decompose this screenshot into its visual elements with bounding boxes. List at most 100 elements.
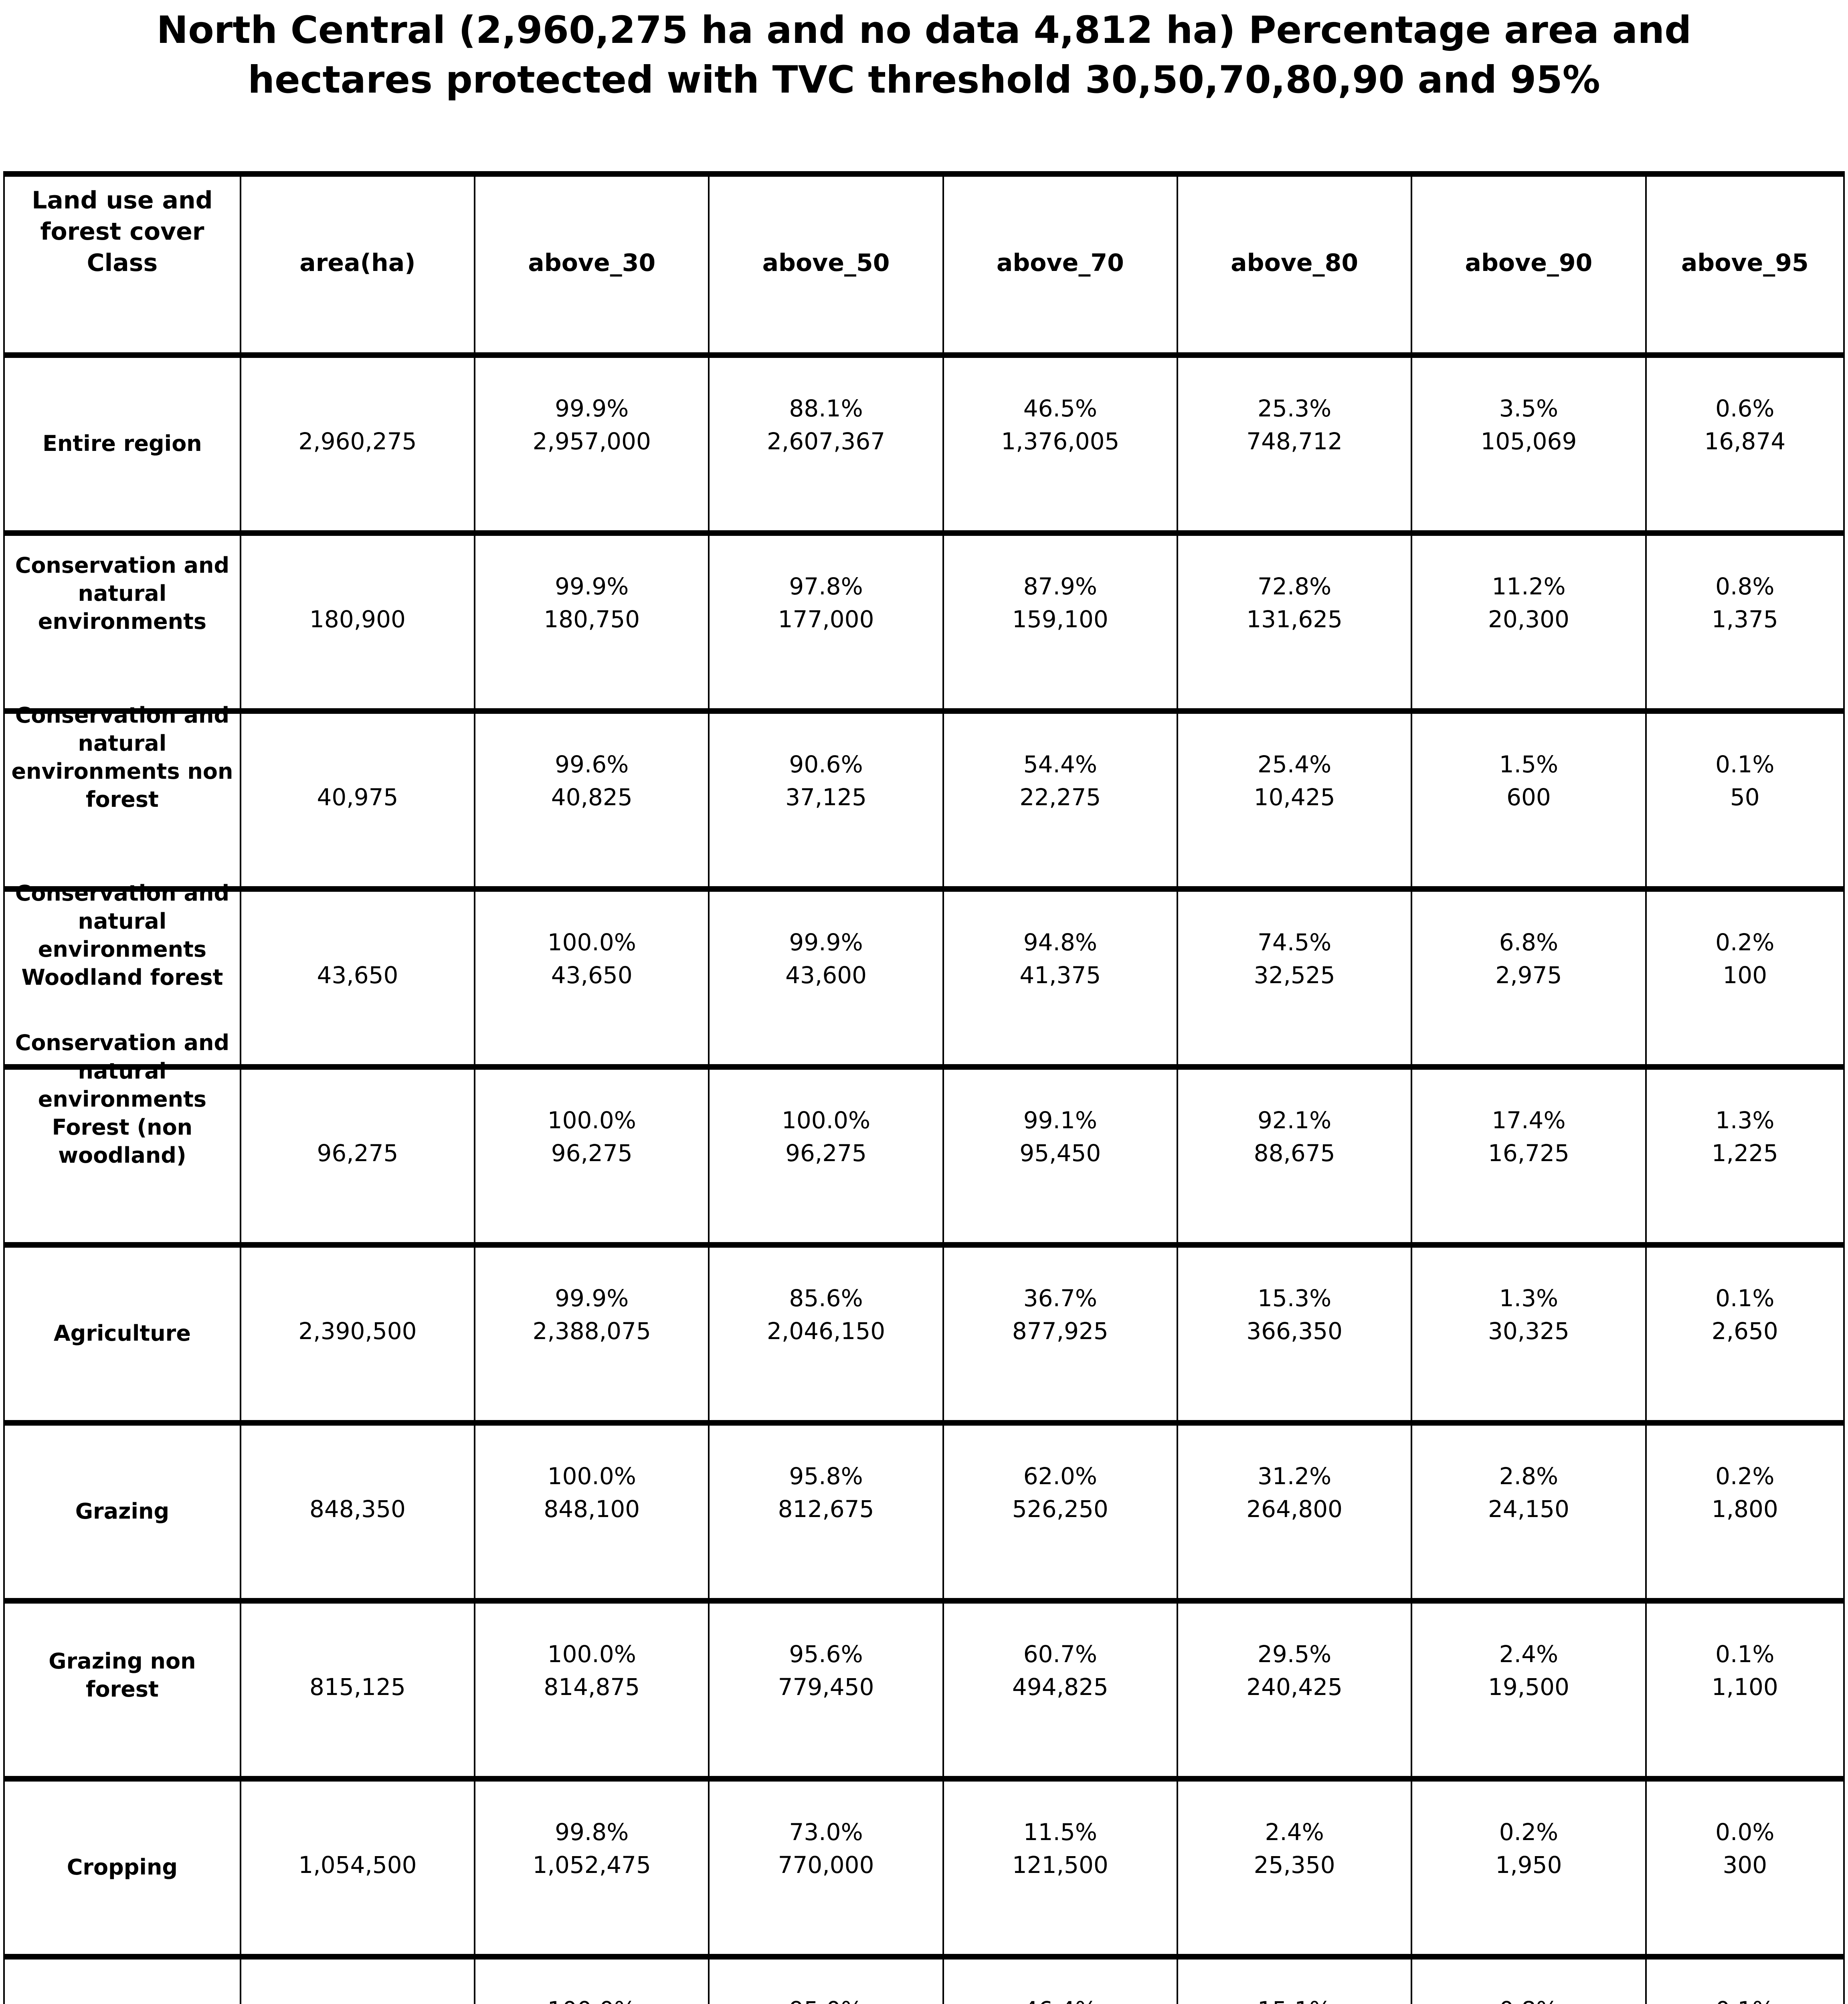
cell-value: 100.0% 848,100 (544, 1462, 640, 1523)
table-row: Agriculture 2,390,500 99.9% 2,388,075 85.… (4, 1245, 1844, 1423)
cell-value: 0.1% 2,650 (1711, 1284, 1778, 1345)
data-cell: 100.0% 96,275 (474, 1067, 709, 1245)
data-cell: 72.8% 131,625 (1176, 533, 1412, 711)
cell-value: 0.2% 100 (1715, 928, 1775, 989)
column-header-label: above_90 (1465, 249, 1593, 277)
data-cell: 3.5% 105,069 (1411, 355, 1646, 533)
data-cell: 1.3% 1,225 (1645, 1067, 1844, 1245)
cell-value: 99.9% 180,750 (544, 572, 640, 633)
cell-value: 99.9% 43,600 (785, 928, 867, 989)
cell-value: 72.8% 131,625 (1246, 572, 1343, 633)
cell-value: 6.8% 2,975 (1495, 928, 1562, 989)
cell-value: 99.8% 1,052,475 (532, 1818, 651, 1879)
data-cell: 25.3% 748,712 (1176, 355, 1412, 533)
row-area-value: 40,975 (317, 784, 398, 811)
row-label-cell: Irrigation (4, 1957, 241, 2004)
row-area-value: 848,350 (309, 1495, 406, 1523)
data-cell: 99.9% 2,388,075 (474, 1245, 709, 1423)
row-label: Conservation and natural environments Fo… (15, 1030, 230, 1168)
data-cell: 1.5% 600 (1411, 711, 1646, 889)
data-cell: 0.2% 1,800 (1645, 1423, 1844, 1601)
table-row: Irrigation 476,600 100.0% 476,450 95.0% 4… (4, 1957, 1844, 2004)
column-header: above_90 (1411, 174, 1646, 355)
data-cell: 60.7% 494,825 (942, 1601, 1177, 1779)
row-area-cell: 180,900 (239, 533, 475, 711)
data-cell: 15.3% 366,350 (1176, 1245, 1412, 1423)
data-cell: 99.9% 180,750 (474, 533, 709, 711)
cell-value: 11.2% 20,300 (1488, 572, 1569, 633)
row-area-cell: 2,390,500 (239, 1245, 475, 1423)
row-label: Conservation and natural environments no… (11, 702, 233, 812)
data-cell: 100.0% 476,450 (474, 1957, 709, 2004)
row-label-cell: Conservation and natural environments Wo… (4, 881, 241, 1067)
cell-value: 15.3% 366,350 (1246, 1284, 1343, 1345)
column-header-label: above_95 (1681, 249, 1809, 277)
cell-value: 87.9% 159,100 (1012, 572, 1108, 633)
cell-value: 0.1% 1,100 (1711, 1640, 1778, 1701)
data-cell: 46.5% 1,376,005 (942, 355, 1177, 533)
table-row: Conservation and natural environments no… (4, 703, 1844, 889)
column-header-label: above_70 (996, 249, 1124, 277)
data-cell: 31.2% 264,800 (1176, 1423, 1412, 1601)
cell-value: 25.4% 10,425 (1254, 750, 1335, 811)
cell-value: 99.9% 2,388,075 (532, 1284, 651, 1345)
data-cell: 95.6% 779,450 (708, 1601, 943, 1779)
column-header-label: area(ha) (299, 249, 416, 277)
row-label-cell: Entire region (4, 355, 241, 533)
row-area-value: 815,125 (309, 1673, 406, 1701)
cell-value: 97.8% 177,000 (778, 572, 874, 633)
cell-value: 85.6% 2,046,150 (766, 1284, 886, 1345)
cell-value: 31.2% 264,800 (1246, 1462, 1343, 1523)
data-cell: 1.3% 30,325 (1411, 1245, 1646, 1423)
data-cell: 100.0% 848,100 (474, 1423, 709, 1601)
data-cell: 73.0% 770,000 (708, 1779, 943, 1957)
data-cell: 0.2% 1,950 (1411, 1779, 1646, 1957)
data-cell: 0.2% 100 (1645, 889, 1844, 1067)
cell-value: 2.4% 19,500 (1488, 1640, 1569, 1701)
cell-value: 99.1% 95,450 (1019, 1106, 1101, 1167)
row-area-cell: 848,350 (239, 1423, 475, 1601)
row-label-cell: Cropping (4, 1779, 241, 1957)
cell-value: 11.5% 121,500 (1012, 1818, 1108, 1879)
row-label-cell: Conservation and natural environments no… (4, 703, 241, 889)
table-row: Grazing non forest 815,125 100.0% 814,87… (4, 1601, 1844, 1779)
row-area-cell: 476,600 (239, 1957, 475, 2004)
data-cell: 29.5% 240,425 (1176, 1601, 1412, 1779)
cell-value: 94.8% 41,375 (1019, 928, 1101, 989)
row-area-value: 2,960,275 (298, 428, 417, 455)
data-cell: 15.1% 71,775 (1176, 1957, 1412, 2004)
data-cell: 97.8% 177,000 (708, 533, 943, 711)
column-header: above_95 (1645, 174, 1844, 355)
cell-value: 3.5% 105,069 (1480, 394, 1577, 455)
table-row: Grazing 848,350 100.0% 848,100 95.8% 812,… (4, 1423, 1844, 1601)
row-label: Entire region (42, 431, 202, 457)
cell-value: 17.4% 16,725 (1488, 1106, 1569, 1167)
cell-value: 1.3% 1,225 (1711, 1106, 1778, 1167)
data-cell: 94.8% 41,375 (942, 889, 1177, 1067)
data-cell: 99.1% 95,450 (942, 1067, 1177, 1245)
data-cell: 17.4% 16,725 (1411, 1067, 1646, 1245)
cell-value: 0.6% 16,874 (1704, 394, 1786, 455)
data-cell: 99.9% 43,600 (708, 889, 943, 1067)
row-label: Conservation and natural environments Wo… (15, 880, 230, 990)
data-cell: 99.9% 2,957,000 (474, 355, 709, 533)
row-area-cell: 96,275 (239, 1067, 475, 1245)
column-header: above_70 (942, 174, 1177, 355)
column-header: above_30 (474, 174, 709, 355)
table-body: Entire region 2,960,275 99.9% 2,957,000 8… (4, 355, 1844, 2004)
row-area-value: 2,390,500 (298, 1317, 417, 1345)
data-cell: 11.5% 121,500 (942, 1779, 1177, 1957)
row-area-cell: 815,125 (239, 1601, 475, 1779)
data-cell: 25.4% 10,425 (1176, 711, 1412, 889)
page-title: North Central (2,960,275 ha and no data … (156, 8, 1692, 102)
data-cell: 100.0% 96,275 (708, 1067, 943, 1245)
data-cell: 2.8% 24,150 (1411, 1423, 1646, 1601)
cell-value: 46.5% 1,376,005 (1001, 394, 1120, 455)
cell-value: 0.2% 1,800 (1711, 1462, 1778, 1523)
row-area-cell: 2,960,275 (239, 355, 475, 533)
cell-value: 1.5% 600 (1499, 750, 1559, 811)
row-label: Grazing (75, 1499, 170, 1524)
table-row: Entire region 2,960,275 99.9% 2,957,000 8… (4, 355, 1844, 533)
cell-value: 0.8% 1,375 (1711, 572, 1778, 633)
